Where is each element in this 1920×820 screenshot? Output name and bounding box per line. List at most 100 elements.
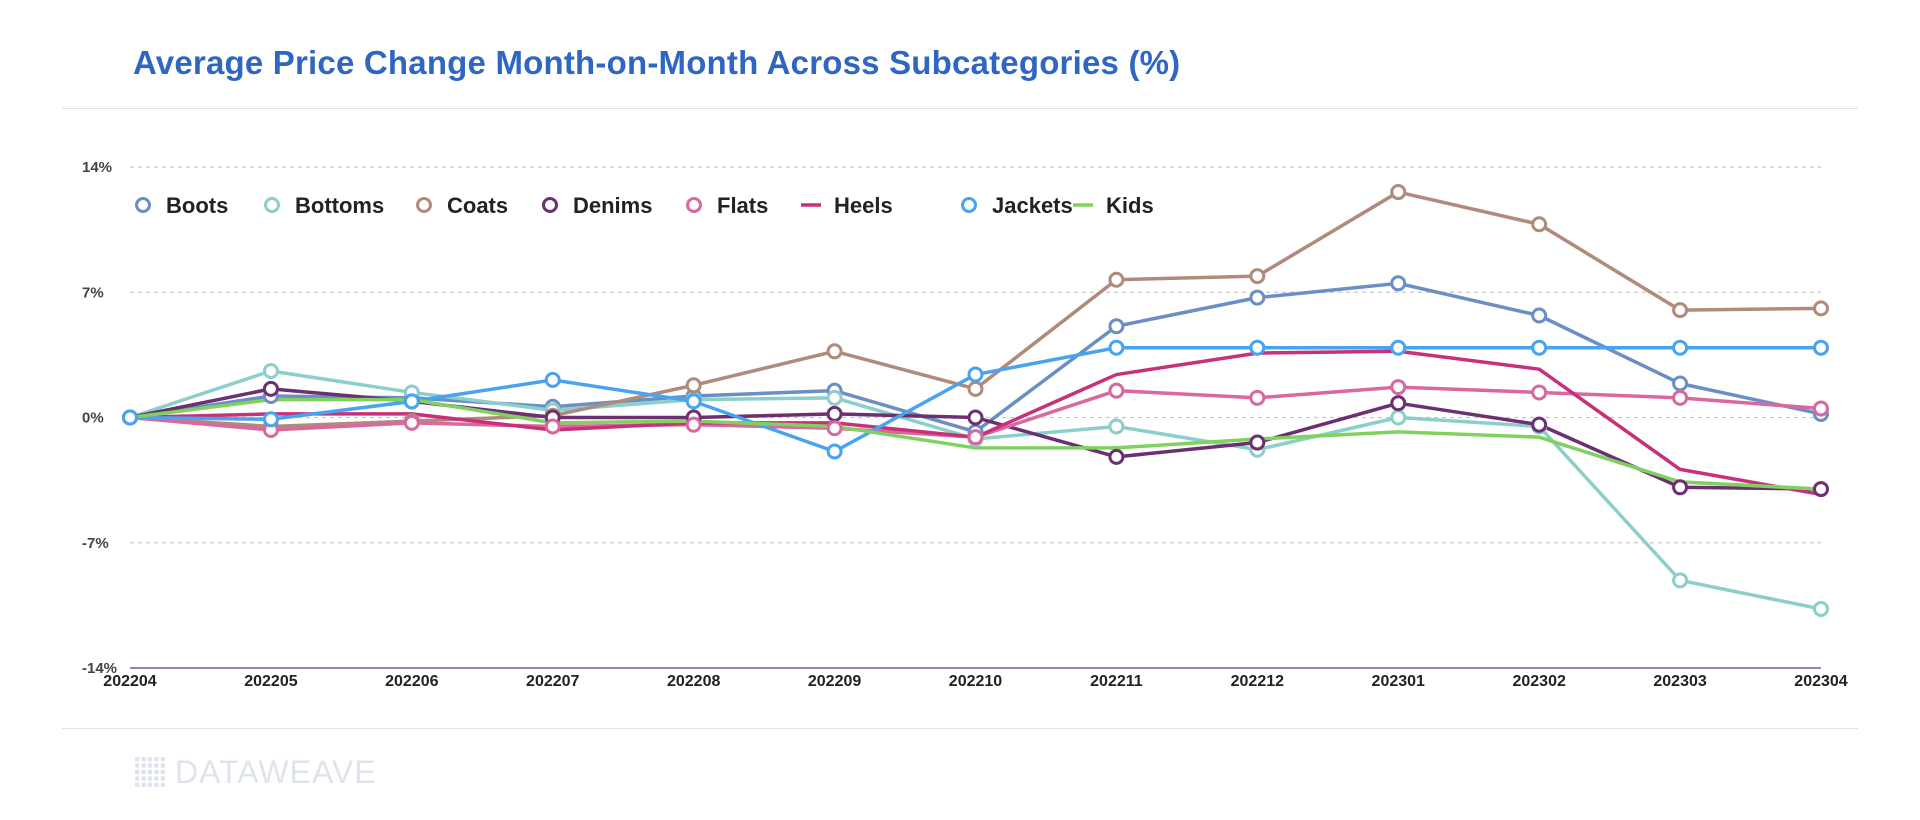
legend-item-coats: Coats <box>416 193 508 218</box>
x-tick-label: 202211 <box>1090 673 1143 690</box>
data-point-flats <box>1531 384 1548 401</box>
y-tick-label: -7% <box>82 535 109 552</box>
data-point-boots <box>1672 375 1689 392</box>
legend-marker <box>686 197 702 213</box>
data-point-coats <box>1249 268 1266 285</box>
logo-dot <box>160 757 165 762</box>
data-point-denims <box>1390 395 1407 412</box>
data-point-coats <box>1390 184 1407 201</box>
y-tick-label: -14% <box>82 660 117 677</box>
data-point-flats <box>1672 389 1689 406</box>
legend-label: Kids <box>1106 193 1154 218</box>
data-point-jackets <box>262 411 279 428</box>
data-point-denims <box>1813 481 1829 498</box>
legend-label: Boots <box>166 193 228 218</box>
x-tick-label: 202207 <box>526 673 579 690</box>
data-point-coats <box>1813 300 1829 317</box>
x-tick-label: 202204 <box>103 673 156 690</box>
logo-dot <box>147 757 153 762</box>
data-point-bottoms <box>826 389 843 406</box>
data-point-flats <box>1813 400 1829 417</box>
data-point-denims <box>1249 434 1266 451</box>
data-point-flats <box>826 420 843 437</box>
series-layer <box>122 184 1829 617</box>
logo-dot <box>135 757 140 762</box>
logo-dot <box>160 782 165 787</box>
legend-item-heels: Heels <box>801 193 893 218</box>
x-tick-label: 202301 <box>1372 673 1425 690</box>
grid-layer <box>130 166 1821 544</box>
logo-dot <box>141 757 146 762</box>
data-point-bottoms <box>1390 409 1407 426</box>
logo-dot <box>135 769 140 775</box>
data-point-flats <box>967 429 984 446</box>
data-point-jackets <box>1108 339 1125 356</box>
legend-label: Coats <box>447 193 508 218</box>
legend-item-bottoms: Bottoms <box>264 193 384 218</box>
logo-dot <box>154 776 159 781</box>
data-point-flats <box>544 418 561 435</box>
data-point-jackets <box>1249 339 1266 356</box>
logo-dot <box>141 763 146 768</box>
legend-item-kids: Kids <box>1073 193 1154 218</box>
dataweave-logo: DATAWEAVE <box>133 754 377 790</box>
logo-dot <box>135 776 140 781</box>
data-point-boots <box>1390 275 1407 292</box>
logo-dot <box>147 782 153 787</box>
data-point-flats <box>1390 379 1407 396</box>
data-point-jackets <box>1390 339 1407 356</box>
data-point-coats <box>967 380 984 397</box>
grid-dots-icon <box>135 757 165 787</box>
data-point-jackets <box>122 409 138 426</box>
y-tick-label: 14% <box>82 159 112 176</box>
y-tick-label: 0% <box>82 410 104 427</box>
data-point-jackets <box>1672 339 1689 356</box>
logo-dot <box>154 757 159 762</box>
chart-title: Average Price Change Month-on-Month Acro… <box>133 44 1181 81</box>
x-tick-label: 202304 <box>1794 673 1847 690</box>
data-point-jackets <box>967 366 984 383</box>
logo-dot <box>160 776 165 781</box>
data-point-bottoms <box>1108 418 1125 435</box>
data-point-denims <box>1108 448 1125 465</box>
data-point-coats <box>1108 271 1125 288</box>
legend-item-denims: Denims <box>542 193 652 218</box>
data-point-denims <box>1531 416 1548 433</box>
data-point-flats <box>1108 382 1125 399</box>
data-point-flats <box>1249 389 1266 406</box>
legend-label: Heels <box>834 193 893 218</box>
line-chart: 14% 7% 0% -7% -14%202204 202205 202206 202207 20… <box>82 159 1848 690</box>
x-tick-label: 202210 <box>949 673 1002 690</box>
data-point-jackets <box>544 371 561 388</box>
title-divider <box>62 108 1858 109</box>
data-point-flats <box>685 416 702 433</box>
legend-marker <box>416 197 432 213</box>
logo-dot <box>154 769 159 775</box>
x-tick-label: 202302 <box>1512 673 1565 690</box>
legend-item-boots: Boots <box>135 193 228 218</box>
data-point-jackets <box>826 443 843 460</box>
data-point-coats <box>685 377 702 394</box>
logo-dot <box>141 776 146 781</box>
data-point-boots <box>1531 307 1548 324</box>
data-point-denims <box>967 409 984 426</box>
x-tick-label: 202212 <box>1231 673 1284 690</box>
logo-dot <box>154 763 159 768</box>
logo-dot <box>147 769 153 775</box>
data-point-bottoms <box>1672 572 1689 589</box>
data-point-denims <box>1672 479 1689 496</box>
x-tick-label: 202205 <box>244 673 297 690</box>
data-point-coats <box>1672 302 1689 319</box>
legend-label: Bottoms <box>295 193 384 218</box>
legend-marker <box>961 197 977 213</box>
data-point-coats <box>1531 216 1548 233</box>
legend-label: Jackets <box>992 193 1073 218</box>
logo-dot <box>154 782 159 787</box>
footer-divider <box>62 728 1858 729</box>
legend-item-flats: Flats <box>686 193 768 218</box>
logo-dot <box>135 763 140 768</box>
data-point-bottoms <box>262 362 279 379</box>
logo-dot <box>135 782 140 787</box>
logo-dot <box>147 763 153 768</box>
data-point-jackets <box>403 393 420 410</box>
